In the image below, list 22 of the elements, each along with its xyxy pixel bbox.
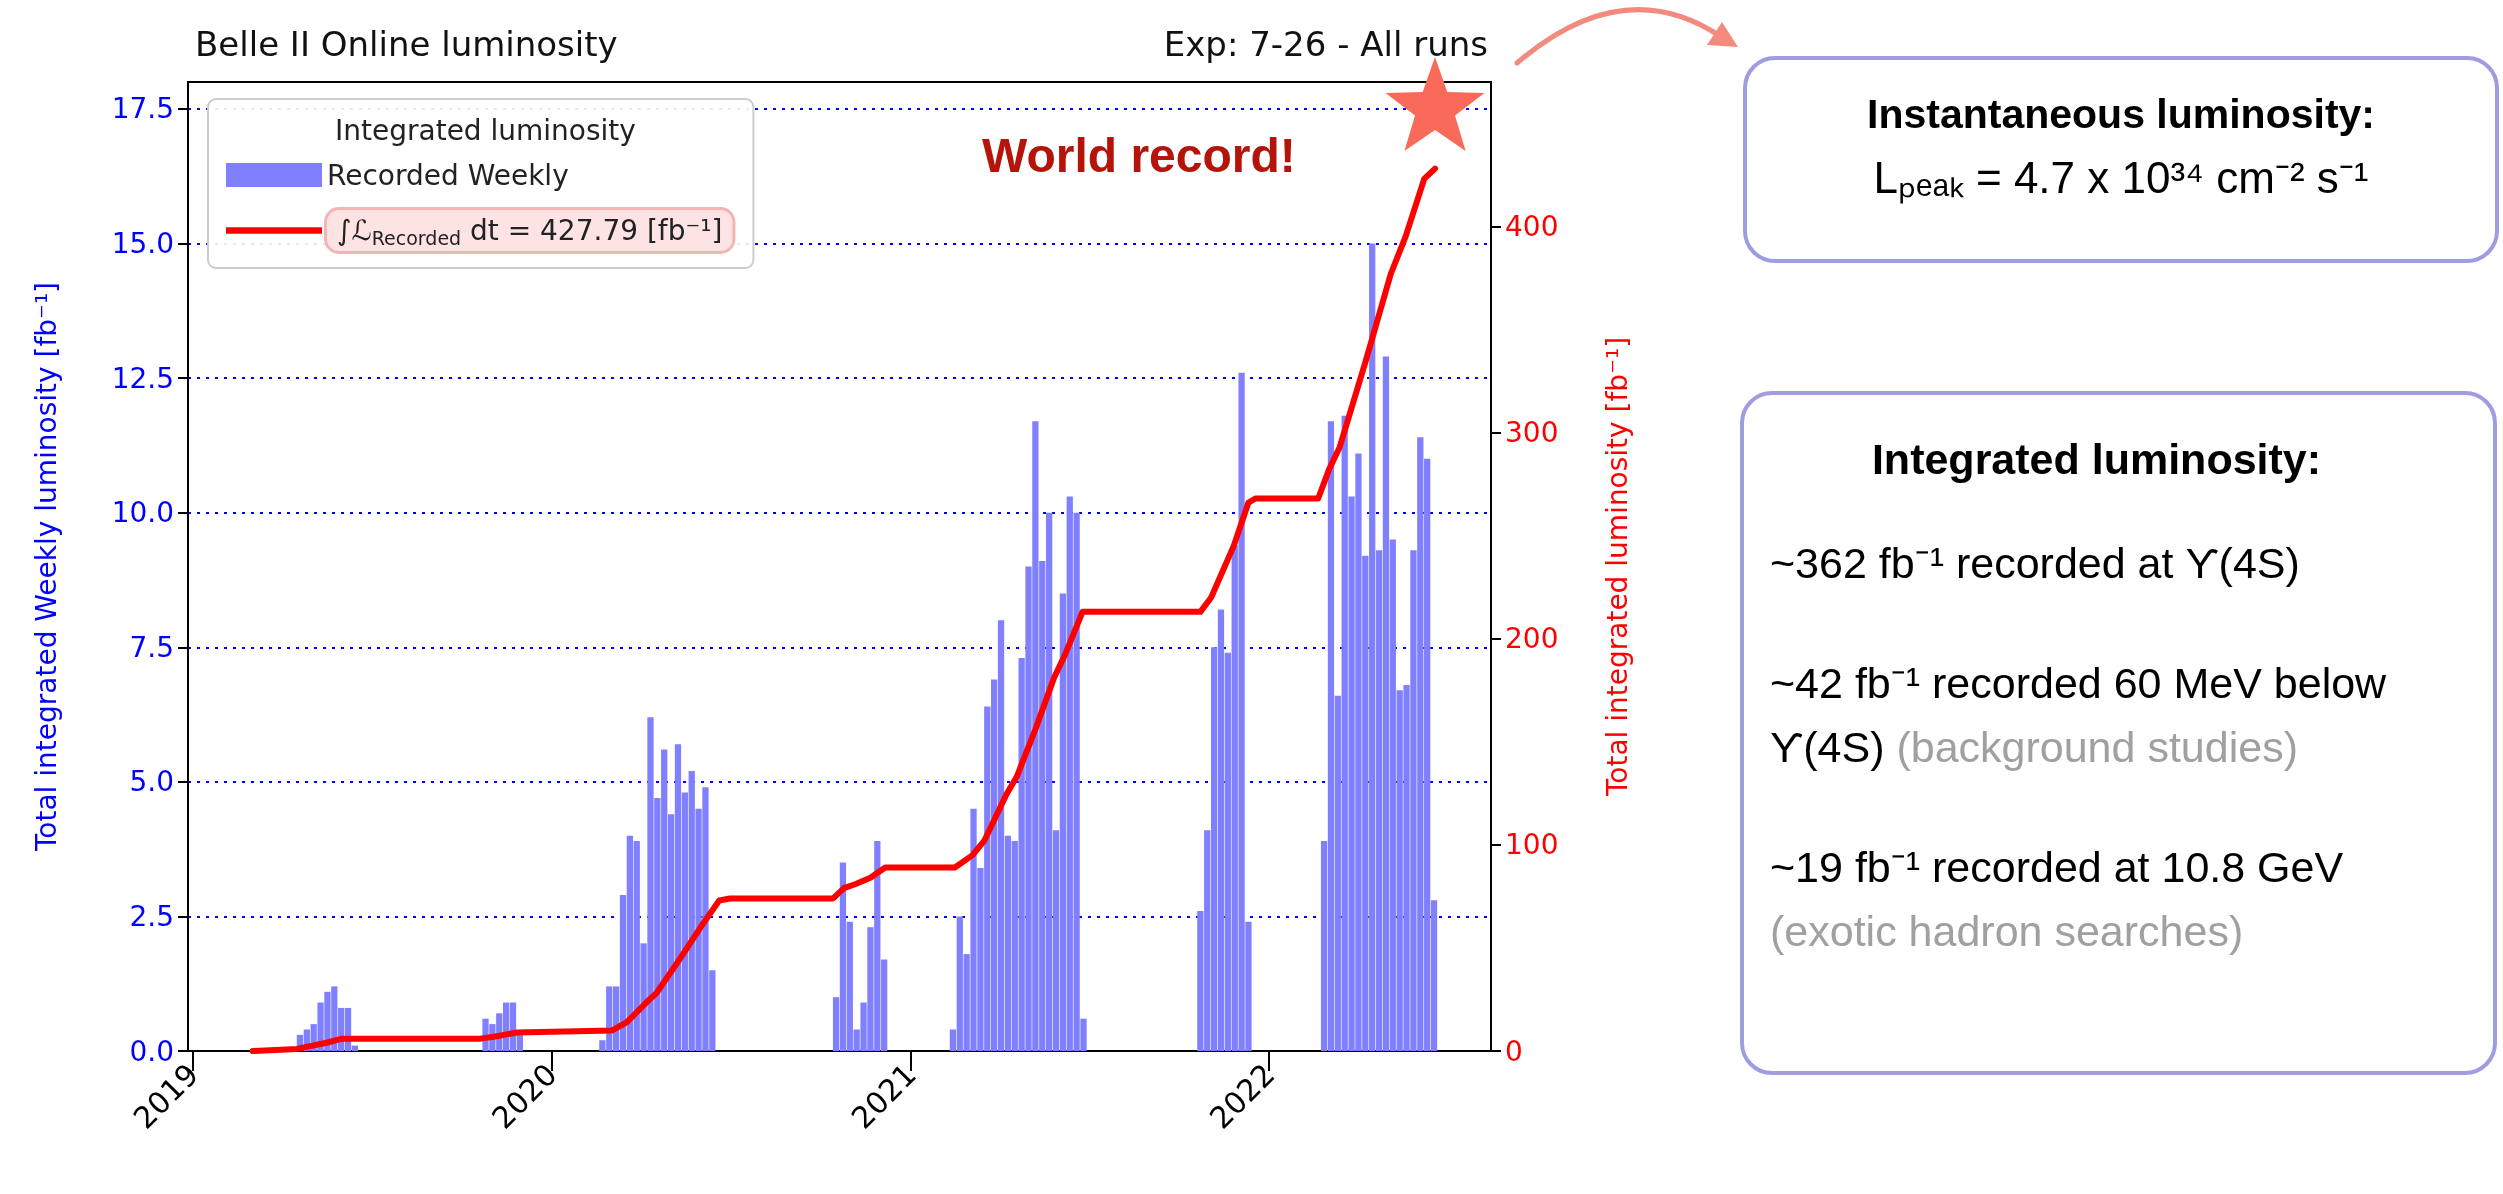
- y-axis-title: Total integrated Weekly luminosity [fb⁻¹]: [29, 281, 63, 853]
- legend-label: Recorded Weekly: [327, 158, 569, 192]
- y-tick-label: 7.5: [129, 630, 174, 664]
- rounded-box: Integrated luminosity: ~362 fb⁻¹ recorded at ϒ(4S) ~42 fb⁻¹ recorded 60 MeV below ϒ(4S) (background studies) ~19 fb⁻¹ recorded at 10.8 GeV (exotic hadron searches): [1740, 391, 2497, 1075]
- y-tick-label: 2.5: [129, 899, 174, 933]
- y2-tick-label: 100: [1505, 828, 1559, 862]
- y-tick-label: 0.0: [129, 1034, 174, 1068]
- y2-tick-label: 400: [1505, 209, 1559, 243]
- y2-tick-label: 300: [1505, 415, 1559, 449]
- legend-title: Integrated luminosity: [335, 113, 636, 147]
- chart-subtitle: Exp: 7-26 - All runs: [1163, 24, 1488, 64]
- y-tick-label: 10.0: [111, 496, 174, 530]
- chart-title: Belle II Online luminosity: [195, 24, 618, 64]
- y-tick-label: 12.5: [111, 361, 174, 395]
- y2-tick-label: 200: [1505, 622, 1559, 656]
- y2-axis-title: Total integrated luminosity [fb⁻¹]: [1600, 336, 1634, 798]
- y-tick-label: 15.0: [111, 227, 174, 260]
- y2-tick-label: 0: [1505, 1034, 1523, 1068]
- annotation: World record!: [982, 128, 1296, 183]
- y-tick-label: 17.5: [111, 92, 174, 126]
- y-tick-label: 5.0: [129, 765, 174, 799]
- rounded-box: Instantaneous luminosity: Lₚₑₐₖ = 4.7 x 10³⁴ cm⁻² s⁻¹: [1743, 56, 2499, 263]
